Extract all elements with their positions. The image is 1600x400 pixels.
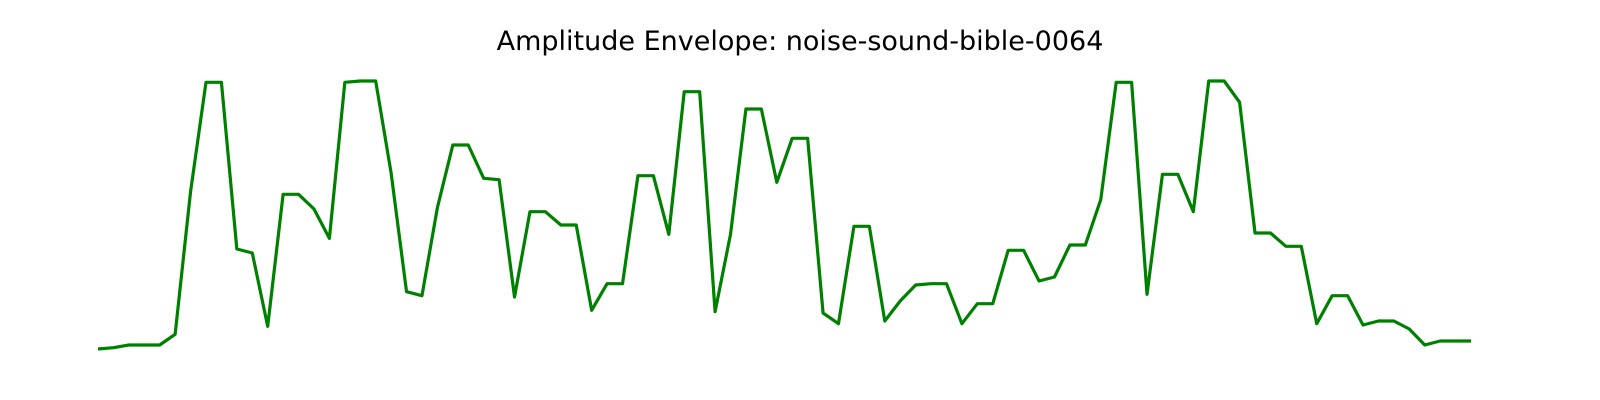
envelope-series-line — [97, 79, 1471, 351]
chart-title: Amplitude Envelope: noise-sound-bible-00… — [496, 26, 1104, 57]
plot-area — [97, 79, 1471, 351]
